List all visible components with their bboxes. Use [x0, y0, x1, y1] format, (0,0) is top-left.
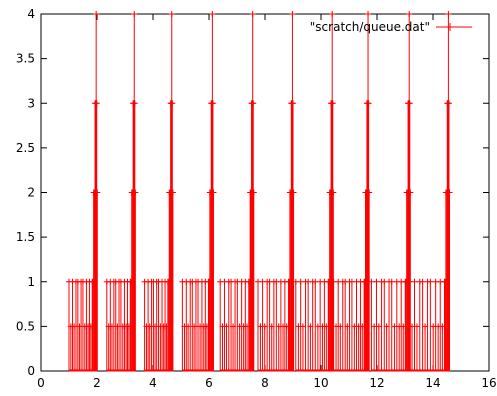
- data-point: [169, 100, 176, 107]
- data-point: [209, 100, 216, 107]
- data-point: [446, 189, 453, 196]
- x-tick-label: 12: [369, 376, 384, 390]
- x-axis: 0 2 4 6 8 10 12 14 16: [37, 14, 497, 390]
- data-point: [210, 189, 217, 196]
- data-point: [366, 189, 373, 196]
- data-point: [445, 11, 452, 17]
- data-point: [330, 189, 337, 196]
- data-point: [131, 11, 138, 17]
- data-point: [290, 100, 296, 107]
- plot-frame: [40, 13, 490, 372]
- data-point: [411, 278, 418, 285]
- data-point: [299, 323, 306, 330]
- data-point: [249, 11, 256, 17]
- data-point: [365, 11, 372, 17]
- y-tick-label: 0.5: [16, 319, 35, 333]
- data-point: [368, 278, 375, 285]
- data-point: [329, 11, 336, 17]
- data-point: [406, 100, 413, 107]
- data-point: [289, 11, 296, 17]
- x-tick-label: 14: [425, 376, 440, 390]
- data-point: [427, 278, 434, 285]
- data-point: [388, 278, 395, 285]
- y-tick-label: 3: [27, 96, 35, 110]
- data-point: [290, 189, 297, 196]
- data-point: [445, 100, 452, 107]
- data-point: [131, 100, 138, 107]
- x-tick-label: 16: [481, 376, 496, 390]
- y-tick-label: 2.5: [16, 141, 35, 155]
- data-point: [375, 323, 382, 330]
- y-tick-label: 1: [27, 275, 35, 289]
- y-tick-label: 3.5: [16, 52, 35, 66]
- legend: "scratch/queue.dat": [310, 20, 472, 34]
- y-axis: 0 0.5 1 1.5 2 2.5 3 3.5 4: [16, 7, 489, 378]
- data-point: [406, 278, 413, 285]
- data-point: [93, 11, 100, 17]
- legend-label: "scratch/queue.dat": [310, 20, 430, 34]
- y-tick-label: 0: [27, 364, 35, 378]
- x-tick-label: 0: [37, 376, 45, 390]
- data-point: [413, 323, 420, 330]
- series-queue: [66, 11, 453, 372]
- data-point: [373, 278, 380, 285]
- data-point: [209, 11, 216, 17]
- data-point: [250, 189, 257, 196]
- data-point: [93, 100, 100, 107]
- data-point: [169, 189, 176, 196]
- x-tick-label: 4: [149, 376, 157, 390]
- y-tick-label: 2: [27, 186, 35, 200]
- x-tick-label: 2: [93, 376, 101, 390]
- data-point: [406, 11, 413, 17]
- x-tick-label: 8: [261, 376, 269, 390]
- data-point: [250, 100, 257, 107]
- data-point: [132, 189, 139, 196]
- x-tick-label: 10: [313, 376, 328, 390]
- data-point: [168, 11, 175, 17]
- x-tick-label: 6: [205, 376, 213, 390]
- legend-marker: [446, 23, 454, 31]
- data-point: [94, 189, 101, 196]
- data-point: [329, 100, 336, 107]
- y-tick-label: 4: [27, 7, 35, 21]
- data-point: [365, 100, 372, 107]
- y-tick-label: 1.5: [16, 230, 35, 244]
- data-point: [407, 189, 414, 196]
